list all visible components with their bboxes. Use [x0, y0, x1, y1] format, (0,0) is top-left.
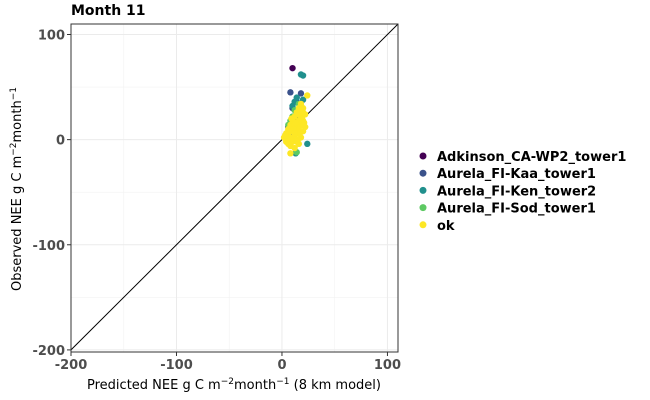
y-tick-label: 0	[56, 134, 65, 149]
x-tick-label: 100	[374, 358, 401, 373]
data-point	[299, 121, 307, 129]
legend-label: Aurela_FI-Sod_tower1	[437, 202, 596, 217]
data-point	[287, 150, 294, 157]
y-tick-label: -200	[32, 344, 65, 359]
legend-key	[419, 221, 427, 229]
data-point	[299, 72, 307, 79]
y-axis-ticks: -200 -100 0 100	[32, 29, 71, 359]
one-to-one-line	[70, 23, 399, 351]
legend-label: Aurela_FI-Ken_tower2	[437, 184, 596, 199]
data-points	[280, 64, 311, 157]
gridlines	[70, 24, 398, 352]
legend-key	[419, 169, 427, 177]
legend-label: Adkinson_CA-WP2_tower1	[437, 150, 626, 165]
data-point	[293, 138, 300, 145]
data-point	[304, 140, 311, 148]
legend-label: Aurela_FI-Kaa_tower1	[437, 167, 596, 182]
legend: Adkinson_CA-WP2_tower1 Aurela_FI-Kaa_towe…	[419, 150, 626, 234]
x-axis-ticks: -200 -100 0 100	[55, 352, 401, 373]
x-tick-label: 0	[277, 358, 286, 373]
data-point	[297, 107, 305, 114]
x-tick-label: -100	[160, 358, 193, 373]
data-point	[296, 130, 304, 137]
data-point	[289, 64, 296, 72]
legend-key	[419, 186, 427, 194]
legend-key	[419, 152, 427, 160]
y-tick-label: -100	[32, 239, 65, 254]
legend-key	[419, 204, 427, 212]
plot-panel-border	[70, 23, 399, 353]
data-point	[281, 132, 289, 139]
x-tick-label: -200	[55, 358, 88, 373]
data-point	[287, 89, 294, 96]
reference-line-group	[70, 23, 399, 351]
data-point	[292, 119, 299, 127]
data-point	[297, 90, 305, 97]
data-point	[291, 144, 298, 152]
data-point	[304, 92, 311, 99]
y-axis-title: Observed NEE g C m−2month−1	[9, 87, 25, 291]
chart-title: Month 11	[71, 3, 146, 19]
data-point	[288, 115, 295, 122]
data-point	[291, 130, 298, 137]
legend-label: ok	[437, 219, 455, 234]
data-point	[286, 128, 293, 135]
x-axis-title: Predicted NEE g C m−2month−1 (8 km model…	[87, 377, 381, 393]
y-tick-label: 100	[38, 29, 65, 44]
